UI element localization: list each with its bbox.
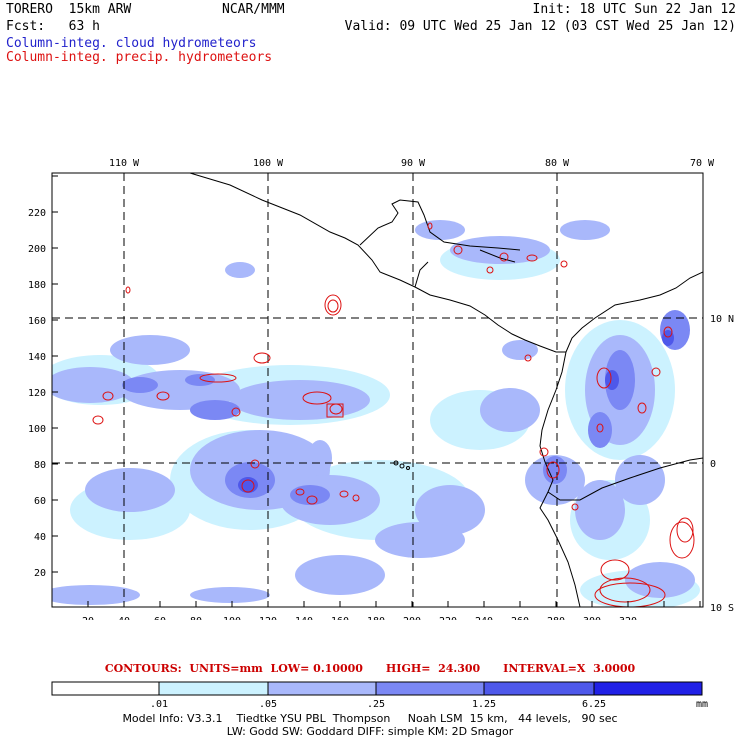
x-tick-label: 120 [259,616,277,620]
x-tick-label: 320 [619,616,637,620]
field-label-precip: Column-integ. precip. hydrometeors [6,50,273,65]
x-tick-label: 140 [295,616,313,620]
shade-level-3 [122,310,690,505]
lon-label-70w: 70 W [690,158,715,169]
map-field-area [52,173,703,607]
axis-ticks [52,175,701,607]
lon-label-80w: 80 W [545,158,570,169]
center-name: NCAR/MMM [222,2,285,17]
colorbar-label: 1.25 [472,699,496,710]
y-tick-label: 60 [34,496,46,507]
colorbar-swatch-1 [158,681,269,696]
init-time: Init: 18 UTC Sun 22 Jan 12 [532,2,737,17]
map-panel: 110 W 100 W 90 W 80 W 70 W 10 N 0 10 S [28,158,734,620]
y-tick-label: 120 [28,388,46,399]
coastlines [189,173,703,607]
lon-label-90w: 90 W [401,158,426,169]
colorbar-swatch-0 [51,681,160,696]
y-tick-label: 140 [28,352,46,363]
y-tick-label: 220 [28,208,46,219]
valid-time: Valid: 09 UTC Wed 25 Jan 12 (03 CST Wed … [344,19,736,34]
colorbar-swatch-3 [375,681,485,696]
colorbar-label: 6.25 [582,699,606,710]
x-tick-label: 200 [403,616,421,620]
x-tick-label: 280 [547,616,565,620]
contour-info: CONTOURS: UNITS=mm LOW= 0.10000 HIGH= 24… [104,662,636,675]
x-tick-label: 260 [511,616,529,620]
y-tick-label: 20 [34,568,46,579]
y-tick-label: 160 [28,316,46,327]
y-tick-label: 80 [34,460,46,471]
colorbar-swatch-2 [267,681,377,696]
colorbar-unit: mm [696,699,708,710]
lat-label-10s: 10 S [710,603,734,614]
colorbar-label: .05 [259,699,277,710]
x-tick-label: 100 [223,616,241,620]
lon-label-100w: 100 W [253,158,284,169]
forecast-hour: Fcst: 63 h [6,19,100,34]
model-info-line1: Model Info: V3.3.1 Tiedtke YSU PBL Thomp… [122,712,618,725]
galapagos-islands [393,460,410,470]
field-label-cloud: Column-integ. cloud hydrometeors [6,36,257,51]
x-tick-label: 180 [367,616,385,620]
model-info-line2: LW: Godd SW: Goddard DIFF: simple KM: 2D… [226,725,514,738]
y-tick-label: 100 [28,424,46,435]
colorbar-swatch-5 [593,681,703,696]
model-name: TORERO 15km ARW [6,2,132,17]
y-tick-label: 40 [34,532,46,543]
x-tick-label: 60 [154,616,166,620]
x-tick-label: 220 [439,616,457,620]
colorbar-label: .01 [150,699,168,710]
colorbar-swatch-4 [483,681,595,696]
graticule [52,173,703,607]
x-tick-label: 240 [475,616,493,620]
lon-label-110w: 110 W [109,158,140,169]
x-tick-label: 160 [331,616,349,620]
x-tick-label: 20 [82,616,94,620]
map-frame [51,172,704,608]
lat-label-10n: 10 N [710,314,734,325]
lat-label-eq: 0 [710,459,716,470]
colorbar-label: .25 [367,699,385,710]
colorbar: .01 .05 .25 1.25 6.25 mm [51,681,708,710]
x-tick-label: 300 [583,616,601,620]
x-tick-label: 80 [190,616,202,620]
y-tick-label: 200 [28,244,46,255]
y-tick-label: 180 [28,280,46,291]
x-tick-label: 40 [118,616,130,620]
precip-contours [92,222,695,607]
